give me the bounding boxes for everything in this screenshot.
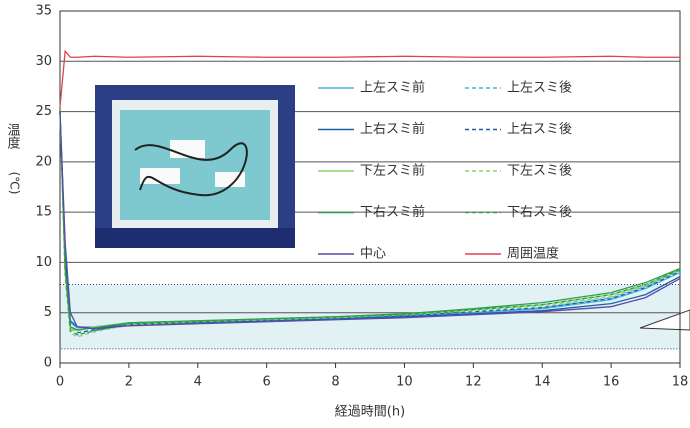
x-tick-label: 18 [672,375,689,390]
y-tick-label: 20 [35,154,52,169]
x-tick-label: 12 [465,375,482,390]
series-line [59,111,681,330]
y-tick-label: 25 [35,104,52,119]
series-line [59,49,680,107]
y-label: 温度 [5,123,21,149]
x-tick-label: 0 [56,375,64,390]
x-tick-label: 6 [263,375,271,390]
legend-label: 下左スミ前 [360,163,425,179]
plot-frame [59,10,681,364]
legend-label: 中心 [360,247,386,262]
x-tick-label: 2 [125,375,133,390]
y-tick-label: 10 [35,255,52,270]
legend-label: 上左スミ前 [360,80,425,96]
series-line [59,111,681,338]
y-label-unit: (℃) [8,172,22,195]
legend-label: 下右スミ後 [507,205,572,220]
series-line [59,111,681,329]
legend-label: 上右スミ後 [507,122,572,137]
callout-arrow [639,309,690,331]
x-tick-label: 10 [396,375,413,390]
x-tick-label: 4 [194,375,202,390]
series-line [59,111,681,331]
x-label: 経過時間(h) [335,405,405,420]
legend-label: 上右スミ前 [360,121,425,137]
x-tick-label: 14 [534,375,551,390]
y-tick-label: 5 [44,305,52,320]
legend-label: 下右スミ前 [360,204,425,220]
y-tick-label: 0 [44,356,52,371]
x-tick-label: 8 [331,375,339,390]
legend-label: 下左スミ後 [507,164,572,179]
x-tick-label: 16 [603,375,620,390]
y-tick-label: 30 [35,54,52,69]
y-tick-label: 15 [35,205,52,220]
y-tick-label: 35 [35,4,52,19]
legend-label: 周囲温度 [507,246,559,262]
photo-inset [95,85,295,248]
legend-label: 上左スミ後 [507,81,572,96]
